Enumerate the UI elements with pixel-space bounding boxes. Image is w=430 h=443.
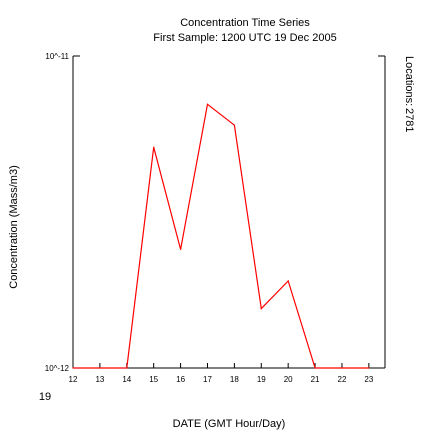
data-point (99, 367, 101, 369)
data-point (72, 367, 74, 369)
x-day-label: 19 (39, 391, 51, 403)
data-point (341, 367, 343, 369)
data-points (72, 103, 370, 369)
data-point (287, 280, 289, 282)
x-tick-label: 14 (122, 375, 131, 384)
locations-label: Locations: (403, 56, 415, 106)
x-tick-label: 20 (284, 375, 293, 384)
data-point (179, 248, 182, 250)
y-tick-label: 10^-12 (45, 364, 70, 373)
series-line (73, 103, 369, 369)
x-tick-label: 21 (311, 375, 320, 384)
chart-subtitle: First Sample: 1200 UTC 19 Dec 2005 (153, 32, 336, 44)
data-point (126, 367, 128, 369)
y-axis-label: Concentration (Mass/m3) (8, 165, 20, 289)
data-point (314, 367, 316, 369)
data-point (206, 103, 209, 105)
x-tick-label: 18 (230, 375, 239, 384)
x-tick-label: 16 (176, 375, 185, 384)
x-tick-labels: 12 13 14 15 16 17 18 19 20 21 22 23 (69, 363, 374, 384)
x-tick-label: 15 (149, 375, 158, 384)
chart-title: Concentration Time Series (180, 17, 310, 29)
x-tick-label: 17 (203, 375, 212, 384)
data-point (233, 124, 235, 126)
data-point (368, 367, 370, 369)
y-tick-label: 10^-11 (45, 52, 69, 61)
locations-value: 2781 (403, 108, 415, 132)
x-tick-label: 13 (95, 375, 104, 384)
x-tick-label: 19 (257, 375, 266, 384)
plot-frame (72, 55, 386, 369)
data-point (153, 146, 155, 148)
x-tick-label: 23 (364, 375, 373, 384)
x-tick-label: 22 (338, 375, 347, 384)
data-point (260, 308, 262, 310)
x-axis-label: DATE (GMT Hour/Day) (173, 418, 286, 430)
x-tick-label: 12 (69, 375, 78, 384)
y-tick-labels: 10^-12 10^-11 (45, 52, 70, 373)
